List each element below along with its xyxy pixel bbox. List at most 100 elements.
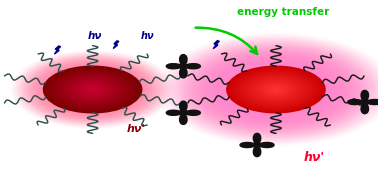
Circle shape (89, 88, 96, 91)
Circle shape (251, 78, 301, 101)
Circle shape (204, 55, 348, 124)
Circle shape (237, 71, 315, 108)
Circle shape (200, 53, 352, 126)
Circle shape (263, 83, 289, 96)
Circle shape (39, 64, 146, 115)
Circle shape (21, 55, 164, 124)
Circle shape (205, 56, 347, 123)
Circle shape (212, 59, 339, 120)
Circle shape (71, 79, 114, 100)
Circle shape (91, 89, 94, 90)
Circle shape (223, 64, 329, 115)
Text: energy transfer: energy transfer (237, 7, 330, 17)
Circle shape (74, 81, 111, 98)
Circle shape (37, 63, 149, 116)
Circle shape (189, 49, 363, 130)
Circle shape (250, 77, 302, 102)
Circle shape (198, 53, 354, 126)
Circle shape (191, 49, 361, 130)
Circle shape (268, 86, 284, 93)
Circle shape (256, 80, 296, 99)
Text: hν': hν' (303, 151, 324, 164)
Circle shape (182, 45, 370, 134)
Circle shape (238, 72, 314, 107)
Circle shape (260, 82, 292, 97)
Circle shape (227, 66, 325, 113)
Circle shape (43, 66, 142, 113)
Circle shape (221, 64, 331, 115)
Circle shape (20, 55, 166, 124)
Circle shape (53, 71, 132, 108)
Circle shape (68, 78, 117, 101)
Circle shape (42, 66, 143, 113)
Circle shape (63, 76, 122, 103)
Circle shape (30, 60, 155, 119)
Circle shape (38, 64, 147, 115)
Circle shape (218, 62, 334, 117)
Circle shape (65, 76, 121, 103)
Circle shape (25, 58, 160, 121)
Circle shape (40, 65, 145, 114)
Circle shape (273, 88, 279, 91)
Text: hν: hν (87, 31, 102, 41)
Circle shape (265, 84, 287, 95)
Circle shape (242, 73, 310, 106)
Circle shape (211, 59, 341, 120)
Circle shape (70, 79, 116, 100)
Circle shape (230, 68, 322, 111)
Circle shape (261, 83, 291, 96)
Circle shape (24, 57, 161, 122)
Circle shape (26, 58, 159, 121)
Circle shape (177, 42, 375, 137)
Circle shape (258, 81, 294, 98)
Circle shape (83, 85, 102, 94)
Circle shape (228, 67, 324, 112)
Circle shape (187, 47, 365, 132)
Circle shape (23, 57, 162, 122)
Circle shape (78, 83, 107, 96)
Circle shape (73, 80, 112, 99)
Circle shape (60, 74, 125, 105)
Circle shape (274, 89, 277, 90)
Circle shape (22, 56, 163, 123)
Circle shape (270, 86, 282, 93)
Circle shape (178, 43, 374, 136)
Circle shape (245, 75, 307, 104)
Circle shape (36, 62, 150, 117)
Text: hν: hν (141, 31, 154, 41)
Polygon shape (240, 133, 274, 157)
Circle shape (28, 59, 158, 120)
Circle shape (271, 87, 281, 92)
Circle shape (32, 61, 153, 118)
Circle shape (253, 79, 299, 100)
Circle shape (41, 65, 144, 114)
Circle shape (233, 69, 319, 110)
Circle shape (243, 74, 309, 105)
Circle shape (188, 48, 364, 131)
Circle shape (81, 84, 104, 95)
Circle shape (201, 54, 351, 125)
Polygon shape (113, 41, 119, 49)
Circle shape (224, 65, 328, 114)
Circle shape (76, 82, 109, 97)
Circle shape (215, 61, 336, 118)
Circle shape (225, 66, 327, 113)
Polygon shape (166, 101, 200, 124)
Circle shape (58, 73, 127, 106)
Circle shape (45, 67, 140, 112)
Circle shape (214, 60, 338, 119)
Circle shape (79, 83, 106, 96)
Circle shape (197, 52, 355, 127)
Circle shape (31, 60, 154, 119)
Circle shape (208, 57, 344, 122)
Circle shape (207, 57, 345, 122)
Circle shape (194, 51, 358, 128)
Circle shape (62, 75, 124, 104)
Polygon shape (213, 41, 219, 49)
Circle shape (48, 69, 137, 110)
Circle shape (67, 77, 119, 102)
Circle shape (235, 70, 317, 109)
Circle shape (266, 85, 286, 94)
Circle shape (84, 86, 101, 93)
Circle shape (33, 61, 152, 118)
